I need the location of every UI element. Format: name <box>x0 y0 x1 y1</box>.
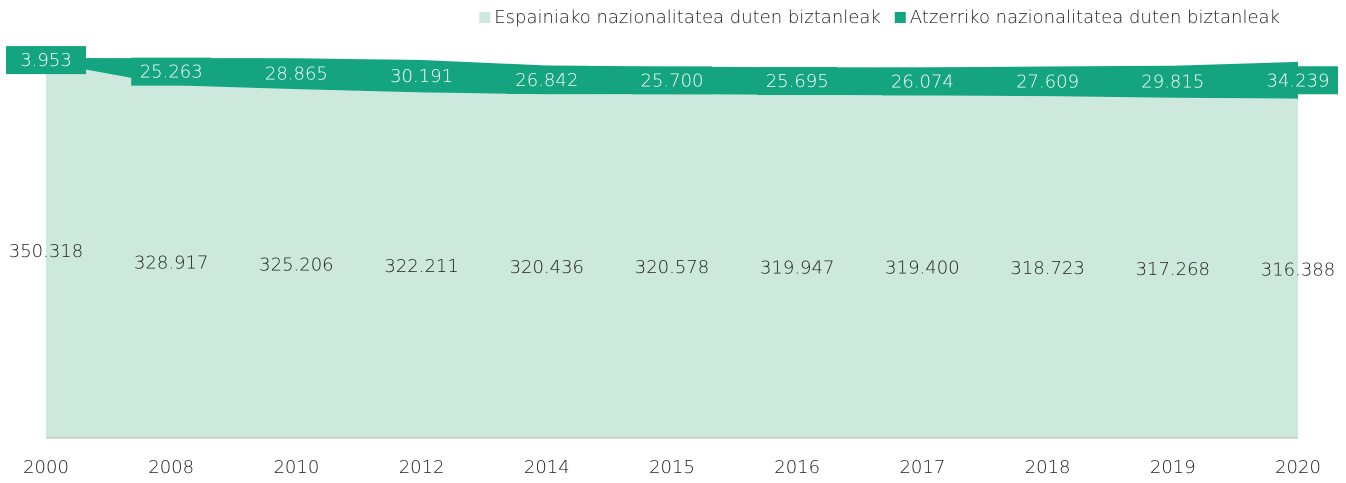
data-label: 25.700 <box>641 70 704 91</box>
label-box <box>131 57 212 86</box>
x-tick-label: 2015 <box>649 457 695 478</box>
data-label: 28.865 <box>265 64 328 85</box>
data-label: 322.211 <box>384 256 458 277</box>
data-label: 328.917 <box>134 253 208 274</box>
data-label: 319.947 <box>760 257 834 278</box>
x-tick-label: 2019 <box>1150 457 1196 478</box>
label-box <box>632 66 712 95</box>
label-box <box>757 67 838 96</box>
data-label: 30.191 <box>390 66 453 87</box>
label-box <box>1132 67 1213 96</box>
legend-label: Atzerriko nazionalitatea duten biztanlea… <box>910 7 1280 28</box>
x-tick-label: 2012 <box>399 457 445 478</box>
x-tick-label: 2016 <box>774 457 820 478</box>
area <box>46 62 1298 439</box>
data-label: 34.239 <box>1267 70 1330 91</box>
legend-swatch <box>479 12 491 23</box>
legend-label: Espainiako nazionalitatea duten biztanle… <box>494 7 880 28</box>
x-tick-label: 2017 <box>899 457 945 478</box>
label-box <box>882 67 963 96</box>
data-label: 25.263 <box>140 62 203 83</box>
data-label: 350.318 <box>9 241 83 262</box>
data-label: 320.578 <box>635 257 709 278</box>
x-tick-label: 2018 <box>1025 457 1071 478</box>
data-label: 3.953 <box>20 50 72 71</box>
data-label: 317.268 <box>1136 259 1210 280</box>
x-tick-label: 2010 <box>273 457 319 478</box>
x-tick-label: 2000 <box>23 457 69 478</box>
legend-swatch <box>894 12 906 23</box>
label-box <box>506 65 587 94</box>
label-box <box>381 62 462 91</box>
label-box <box>256 59 337 88</box>
data-label: 29.815 <box>1141 72 1204 93</box>
label-box <box>1007 67 1088 96</box>
legend-item: Atzerriko nazionalitatea duten biztanlea… <box>894 7 1280 28</box>
data-label: 316.388 <box>1261 259 1335 280</box>
x-tick-label: 2020 <box>1275 457 1321 478</box>
data-label: 25.695 <box>766 71 829 92</box>
label-box <box>6 46 86 75</box>
data-label: 27.609 <box>1016 71 1079 92</box>
data-label: 26.074 <box>891 71 954 92</box>
x-tick-label: 2014 <box>524 457 570 478</box>
data-label: 320.436 <box>510 257 584 278</box>
data-label: 26.842 <box>515 70 578 91</box>
x-tick-label: 2008 <box>148 457 194 478</box>
label-box <box>1258 66 1338 95</box>
data-label: 318.723 <box>1010 258 1084 279</box>
data-label: 325.206 <box>259 255 333 276</box>
data-label: 319.400 <box>885 258 959 279</box>
legend-item: Espainiako nazionalitatea duten biztanle… <box>479 7 881 28</box>
